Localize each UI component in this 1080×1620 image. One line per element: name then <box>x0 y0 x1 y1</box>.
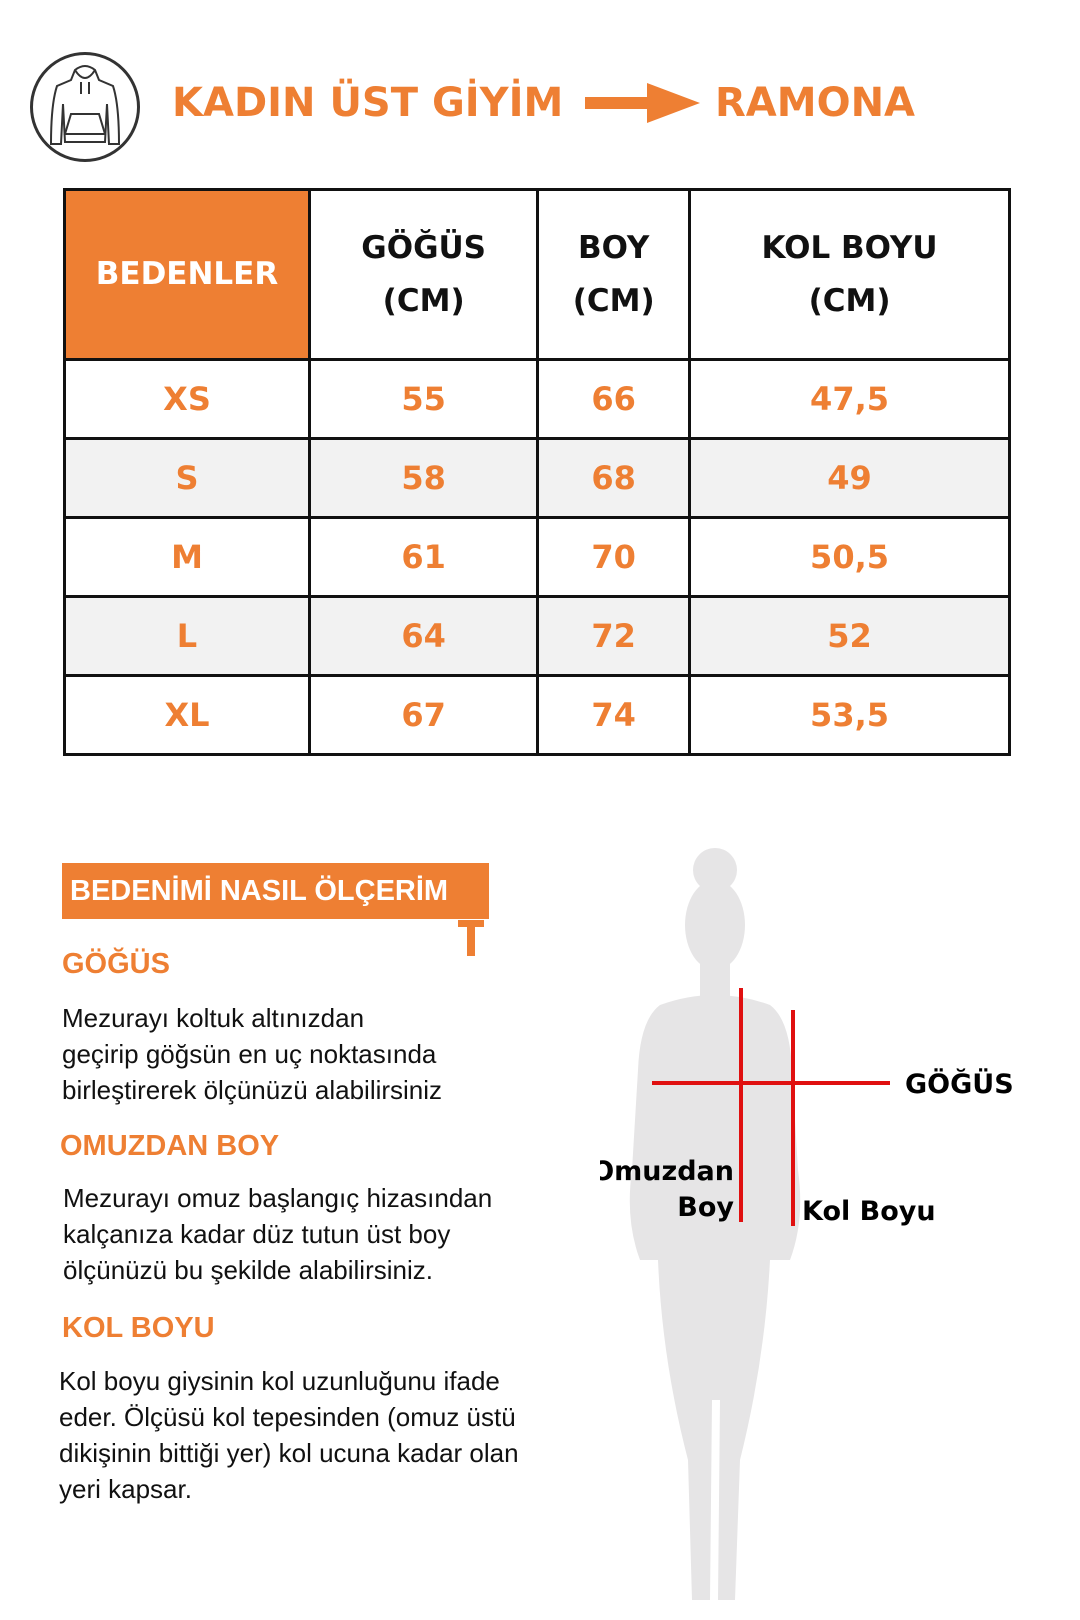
section-text-chest: Mezurayı koltuk altınızdan geçirip göğsün… <box>62 1003 443 1105</box>
table-row: L 64 72 52 <box>63 595 1011 677</box>
table-row: S 58 68 49 <box>63 437 1011 519</box>
label-sleeve: Kol Boyu <box>802 1196 936 1227</box>
table-row: XS 55 66 47,5 <box>63 358 1011 440</box>
size-cell: L <box>63 595 311 677</box>
sleeve-cell: 50,5 <box>688 516 1011 598</box>
label-shoulder-2: Boy <box>677 1192 734 1223</box>
table-row: M 61 70 50,5 <box>63 516 1011 598</box>
header-chest: GÖĞÜS (CM) <box>307 188 540 361</box>
sleeve-cell: 49 <box>688 437 1011 519</box>
length-cell: 68 <box>536 437 692 519</box>
chest-cell: 67 <box>307 674 540 756</box>
length-cell: 66 <box>536 358 692 440</box>
section-title-chest: GÖĞÜS <box>62 948 170 980</box>
chest-cell: 58 <box>307 437 540 519</box>
arrow-right-icon <box>585 83 700 123</box>
header-sizes: BEDENLER <box>63 188 311 361</box>
header-length: BOY (CM) <box>536 188 692 361</box>
header-sleeve: KOL BOYU (CM) <box>688 188 1011 361</box>
body-silhouette: GÖĞÜS Omuzdan Boy Kol Boyu <box>600 848 1014 1600</box>
section-title-sleeve: KOL BOYU <box>62 1312 215 1344</box>
hoodie-icon <box>30 52 140 162</box>
page-title: KADIN ÜST GİYİM <box>172 80 564 126</box>
size-table: BEDENLER GÖĞÜS (CM) BOY (CM) KOL BOYU (CM) … <box>63 188 1011 756</box>
size-cell: M <box>63 516 311 598</box>
length-cell: 74 <box>536 674 692 756</box>
label-shoulder-1: Omuzdan <box>600 1156 734 1187</box>
section-text-shoulder: Mezurayı omuz başlangıç hizasından kalçan… <box>63 1183 493 1285</box>
sleeve-cell: 53,5 <box>688 674 1011 756</box>
size-cell: S <box>63 437 311 519</box>
length-cell: 70 <box>536 516 692 598</box>
chest-cell: 55 <box>307 358 540 440</box>
brand-name: RAMONA <box>715 80 915 126</box>
table-header: BEDENLER GÖĞÜS (CM) BOY (CM) KOL BOYU (CM) <box>63 188 1011 361</box>
sleeve-cell: 47,5 <box>688 358 1011 440</box>
size-cell: XL <box>63 674 311 756</box>
sleeve-cell: 52 <box>688 595 1011 677</box>
how-to-measure-banner: BEDENİMİ NASIL ÖLÇERİM <box>62 863 489 919</box>
section-title-shoulder: OMUZDAN BOY <box>60 1130 280 1162</box>
chest-cell: 64 <box>307 595 540 677</box>
size-cell: XS <box>63 358 311 440</box>
label-chest: GÖĞÜS <box>905 1067 1014 1100</box>
section-text-sleeve: Kol boyu giysinin kol uzunluğunu ifade ed… <box>59 1366 519 1504</box>
length-cell: 72 <box>536 595 692 677</box>
chest-cell: 61 <box>307 516 540 598</box>
tee-mark <box>458 920 484 956</box>
table-row: XL 67 74 53,5 <box>63 674 1011 756</box>
